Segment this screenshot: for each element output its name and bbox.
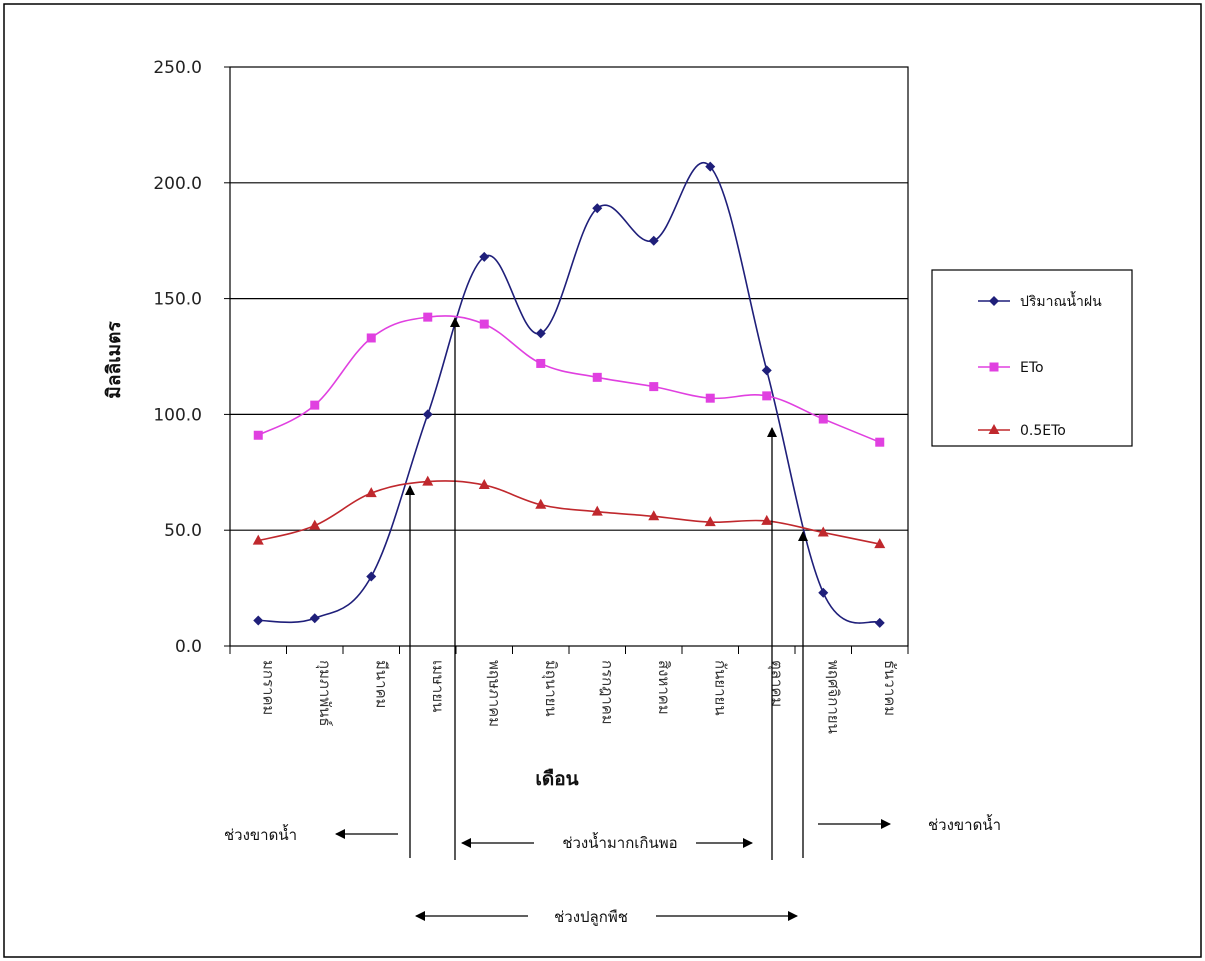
y-axis-ticks: 0.0 50.0 100.0 150.0 200.0 250.0 (153, 58, 230, 657)
chart-frame (3, 3, 1202, 958)
legend: ปริมาณน้ำฝน ETo 0.5ETo (978, 291, 1102, 439)
x-tick-label-4: พฤษภาคม (485, 660, 503, 727)
legend-label-0: ปริมาณน้ำฝน (1020, 291, 1102, 310)
series-0-point-7 (648, 235, 659, 246)
series-1-point-2 (366, 333, 376, 343)
annotation-group: ช่วงขาดน้ำ ช่วงน้ำมากเกินพอ ช่วงขาดน้ำ ช… (224, 317, 1001, 926)
series-0-point-9 (761, 365, 772, 376)
y-tick-label-0: 0.0 (175, 637, 202, 657)
series-0-point-1 (309, 613, 320, 624)
legend-box (931, 269, 1133, 447)
series-0-point-6 (592, 203, 603, 214)
series-2-point-1 (309, 519, 321, 530)
series-2-point-5 (535, 498, 547, 509)
series-0-point-3 (422, 409, 433, 420)
series-1-point-7 (649, 382, 659, 392)
series-1-point-0 (253, 430, 263, 440)
x-tick-label-10: พฤศจิกายน (824, 660, 842, 734)
series-0 (253, 161, 885, 628)
series-1-point-6 (592, 372, 602, 382)
legend-marker-1 (989, 362, 999, 372)
x-tick-label-6: กรกฎาคม (598, 660, 616, 725)
y-tick-label-3: 150.0 (153, 290, 202, 310)
series-2-point-6 (591, 505, 603, 516)
series-2 (252, 475, 886, 549)
series-0-point-5 (535, 328, 546, 339)
series-2-point-4 (478, 479, 490, 490)
x-tick-label-8: กันยายน (711, 660, 729, 716)
y-axis-title: มิลลิเมตร (103, 321, 125, 399)
annotation-surplus: ช่วงน้ำมากเกินพอ (562, 832, 677, 852)
series-1-point-9 (762, 391, 772, 401)
x-axis-title: เดือน (535, 768, 578, 790)
y-tick-label-5: 250.0 (153, 58, 202, 78)
series-2-point-9 (761, 514, 773, 525)
y-tick-label-1: 50.0 (164, 521, 202, 541)
series-0-point-11 (874, 617, 885, 628)
legend-label-1: ETo (1020, 360, 1044, 376)
series-1-point-11 (875, 437, 885, 447)
series-2-point-11 (874, 538, 886, 549)
legend-label-2: 0.5ETo (1020, 423, 1066, 439)
legend-marker-0 (989, 296, 999, 306)
series-2-point-8 (704, 516, 716, 527)
series-1-point-3 (423, 312, 433, 322)
legend-marker-2 (988, 424, 1000, 434)
series-line-0 (258, 162, 881, 624)
series-line-2 (258, 480, 880, 545)
series-group (252, 161, 886, 628)
series-1-point-4 (479, 319, 489, 329)
series-1-point-1 (310, 400, 320, 410)
series-1-point-5 (536, 358, 546, 368)
series-2-point-3 (422, 475, 434, 486)
x-tick-label-7: สิงหาคม (655, 660, 673, 715)
series-2-point-7 (648, 510, 660, 521)
x-tick-label-9: ตุลาคม (767, 660, 786, 707)
series-1-point-10 (818, 414, 828, 424)
x-tick-label-2: มีนาคม (372, 660, 390, 709)
y-tick-label-2: 100.0 (153, 405, 202, 425)
series-2-point-2 (365, 487, 377, 498)
series-0-point-10 (818, 587, 829, 598)
annotation-left-deficit: ช่วงขาดน้ำ (224, 824, 297, 844)
x-tick-label-3: เมษายน (429, 660, 447, 712)
y-tick-label-4: 200.0 (153, 174, 202, 194)
series-0-point-4 (479, 251, 490, 262)
series-0-point-2 (366, 571, 377, 582)
x-tick-label-1: กุมภาพันธ์ (315, 660, 334, 727)
annotation-right-deficit: ช่วงขาดน้ำ (928, 814, 1001, 834)
x-tick-label-5: มิถุนายน (541, 660, 560, 717)
series-0-point-8 (705, 161, 716, 172)
series-2-point-0 (252, 534, 264, 545)
series-2-point-10 (817, 526, 829, 537)
x-tick-label-11: ธันวาคม (881, 660, 899, 716)
x-tick-label-0: มกราคม (259, 660, 277, 715)
series-1 (253, 312, 885, 447)
annotation-growing: ช่วงปลูกพืช (554, 908, 628, 926)
series-0-point-0 (253, 615, 264, 626)
series-1-point-8 (705, 393, 715, 403)
